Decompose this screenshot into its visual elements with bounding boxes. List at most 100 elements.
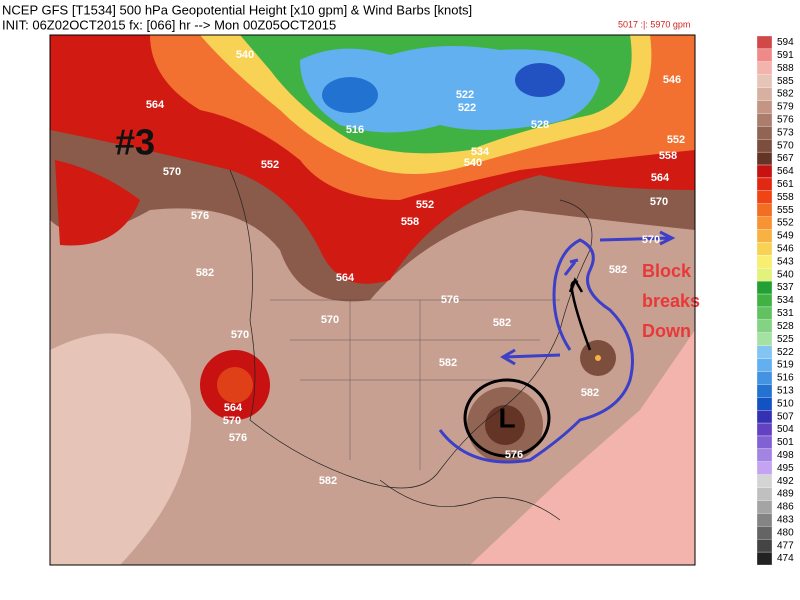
- colorbar-swatch: [756, 435, 773, 450]
- colorbar-label: 483: [777, 514, 794, 525]
- colorbar-swatch: [756, 229, 773, 243]
- colorbar-label: 480: [777, 527, 794, 538]
- contour-label: 570: [642, 234, 660, 246]
- colorbar-swatch: [756, 332, 773, 346]
- block-note: Block breaks Down: [642, 261, 700, 341]
- colorbar-label: 477: [777, 540, 794, 551]
- colorbar-swatch: [756, 216, 773, 230]
- colorbar-swatch: [756, 410, 773, 424]
- colorbar-label: 513: [777, 385, 794, 396]
- colorbar-label: 534: [777, 295, 794, 306]
- range-label: 5017 :|: 5970 gpm: [618, 19, 690, 29]
- colorbar-swatch: [756, 500, 773, 514]
- colorbar-label: 564: [777, 166, 794, 177]
- contour-label: 582: [581, 387, 599, 399]
- contour-label: 564: [336, 272, 355, 284]
- colorbar-label: 594: [777, 37, 794, 48]
- colorbar-label: 576: [777, 115, 794, 126]
- contour-label: 528: [531, 119, 549, 131]
- contour-label: 534: [471, 146, 490, 158]
- contour-label: 570: [650, 196, 668, 208]
- contour-label: 558: [401, 216, 419, 228]
- colorbar-label: 510: [777, 398, 794, 409]
- colorbar-swatch: [756, 539, 773, 553]
- low-west-core: [322, 77, 378, 113]
- colorbar-swatch: [756, 487, 773, 501]
- colorbar-label: 507: [777, 411, 794, 422]
- colorbar-label: 573: [777, 127, 794, 138]
- contour-label: 564: [651, 172, 670, 184]
- colorbar-swatch: [756, 268, 773, 282]
- colorbar-swatch: [756, 203, 773, 217]
- colorbar-swatch: [756, 526, 773, 540]
- colorbar-label: 585: [777, 76, 794, 87]
- block-loop: [438, 238, 634, 464]
- contour-label: 582: [609, 264, 627, 276]
- contour-label: 576: [505, 449, 523, 461]
- colorbar-label: 528: [777, 321, 794, 332]
- colorbar-label: 501: [777, 437, 794, 448]
- colorbar-label: 561: [777, 179, 794, 190]
- colorbar-label: 540: [777, 269, 794, 280]
- gulf-coast: [379, 479, 561, 521]
- low-southeast-core: [485, 405, 525, 445]
- colorbar-swatch: [756, 371, 773, 385]
- contour-label: 540: [464, 157, 482, 169]
- contour-label: 522: [456, 89, 474, 101]
- colorbar-label: 555: [777, 205, 794, 216]
- colorbar-swatch: [756, 280, 773, 295]
- colorbar-swatch: [756, 190, 773, 204]
- fill-588: [470, 330, 695, 565]
- contour-label: 576: [441, 294, 459, 306]
- colorbar-swatch: [756, 293, 773, 308]
- header-init: INIT: 06Z02OCT2015 fx: [066] hr --> Mon …: [2, 17, 336, 32]
- contour-label: 576: [191, 210, 209, 222]
- colorbar-label: 543: [777, 256, 794, 267]
- block-note-line: breaks: [642, 291, 700, 311]
- colorbar-swatch: [756, 74, 773, 88]
- colorbar-label: 522: [777, 347, 794, 358]
- colorbar-swatch: [756, 100, 773, 114]
- colorbar-swatch: [756, 551, 773, 566]
- colorbar-label: 570: [777, 140, 794, 151]
- colorbar-swatch: [756, 35, 773, 50]
- colorbar-swatch: [756, 358, 773, 372]
- colorbar-swatch: [756, 397, 773, 411]
- colorbar-label: 546: [777, 244, 794, 255]
- colorbar-swatch: [756, 255, 773, 269]
- colorbar-swatch: [756, 126, 773, 140]
- contour-label: 558: [659, 150, 677, 162]
- colorbar-swatch: [756, 448, 773, 462]
- colorbar-label: 498: [777, 450, 794, 461]
- contour-label: 546: [663, 74, 681, 86]
- contour-label: 570: [163, 166, 181, 178]
- colorbar-label: 567: [777, 153, 794, 164]
- contour-label: 552: [416, 199, 434, 211]
- colorbar-swatch: [756, 151, 773, 166]
- colorbar-label: 492: [777, 476, 794, 487]
- contour-label: 540: [236, 49, 254, 61]
- block-note-line: Block: [642, 261, 692, 281]
- colorbar-label: 489: [777, 489, 794, 500]
- state-borders: [270, 299, 560, 470]
- black-arrow: [568, 277, 592, 351]
- contour-label: 564: [224, 402, 243, 414]
- colorbar-label: 474: [777, 553, 794, 564]
- contour-label: 552: [667, 134, 685, 146]
- colorbar-label: 558: [777, 192, 794, 203]
- low-offshore-center: [595, 355, 601, 361]
- colorbar-label: 525: [777, 334, 794, 345]
- arrow-north: [563, 258, 579, 276]
- contour-label: 564: [146, 99, 165, 111]
- colorbar-label: 579: [777, 102, 794, 113]
- colorbar-swatch: [756, 139, 773, 153]
- colorbar-label: 516: [777, 373, 794, 384]
- colorbar-swatch: [756, 461, 773, 475]
- colorbar-swatch: [756, 87, 773, 101]
- map-fills: [50, 35, 695, 565]
- colorbar-label: 519: [777, 360, 794, 371]
- cutoff-low-core: [217, 367, 253, 403]
- low-letter: L: [498, 402, 515, 433]
